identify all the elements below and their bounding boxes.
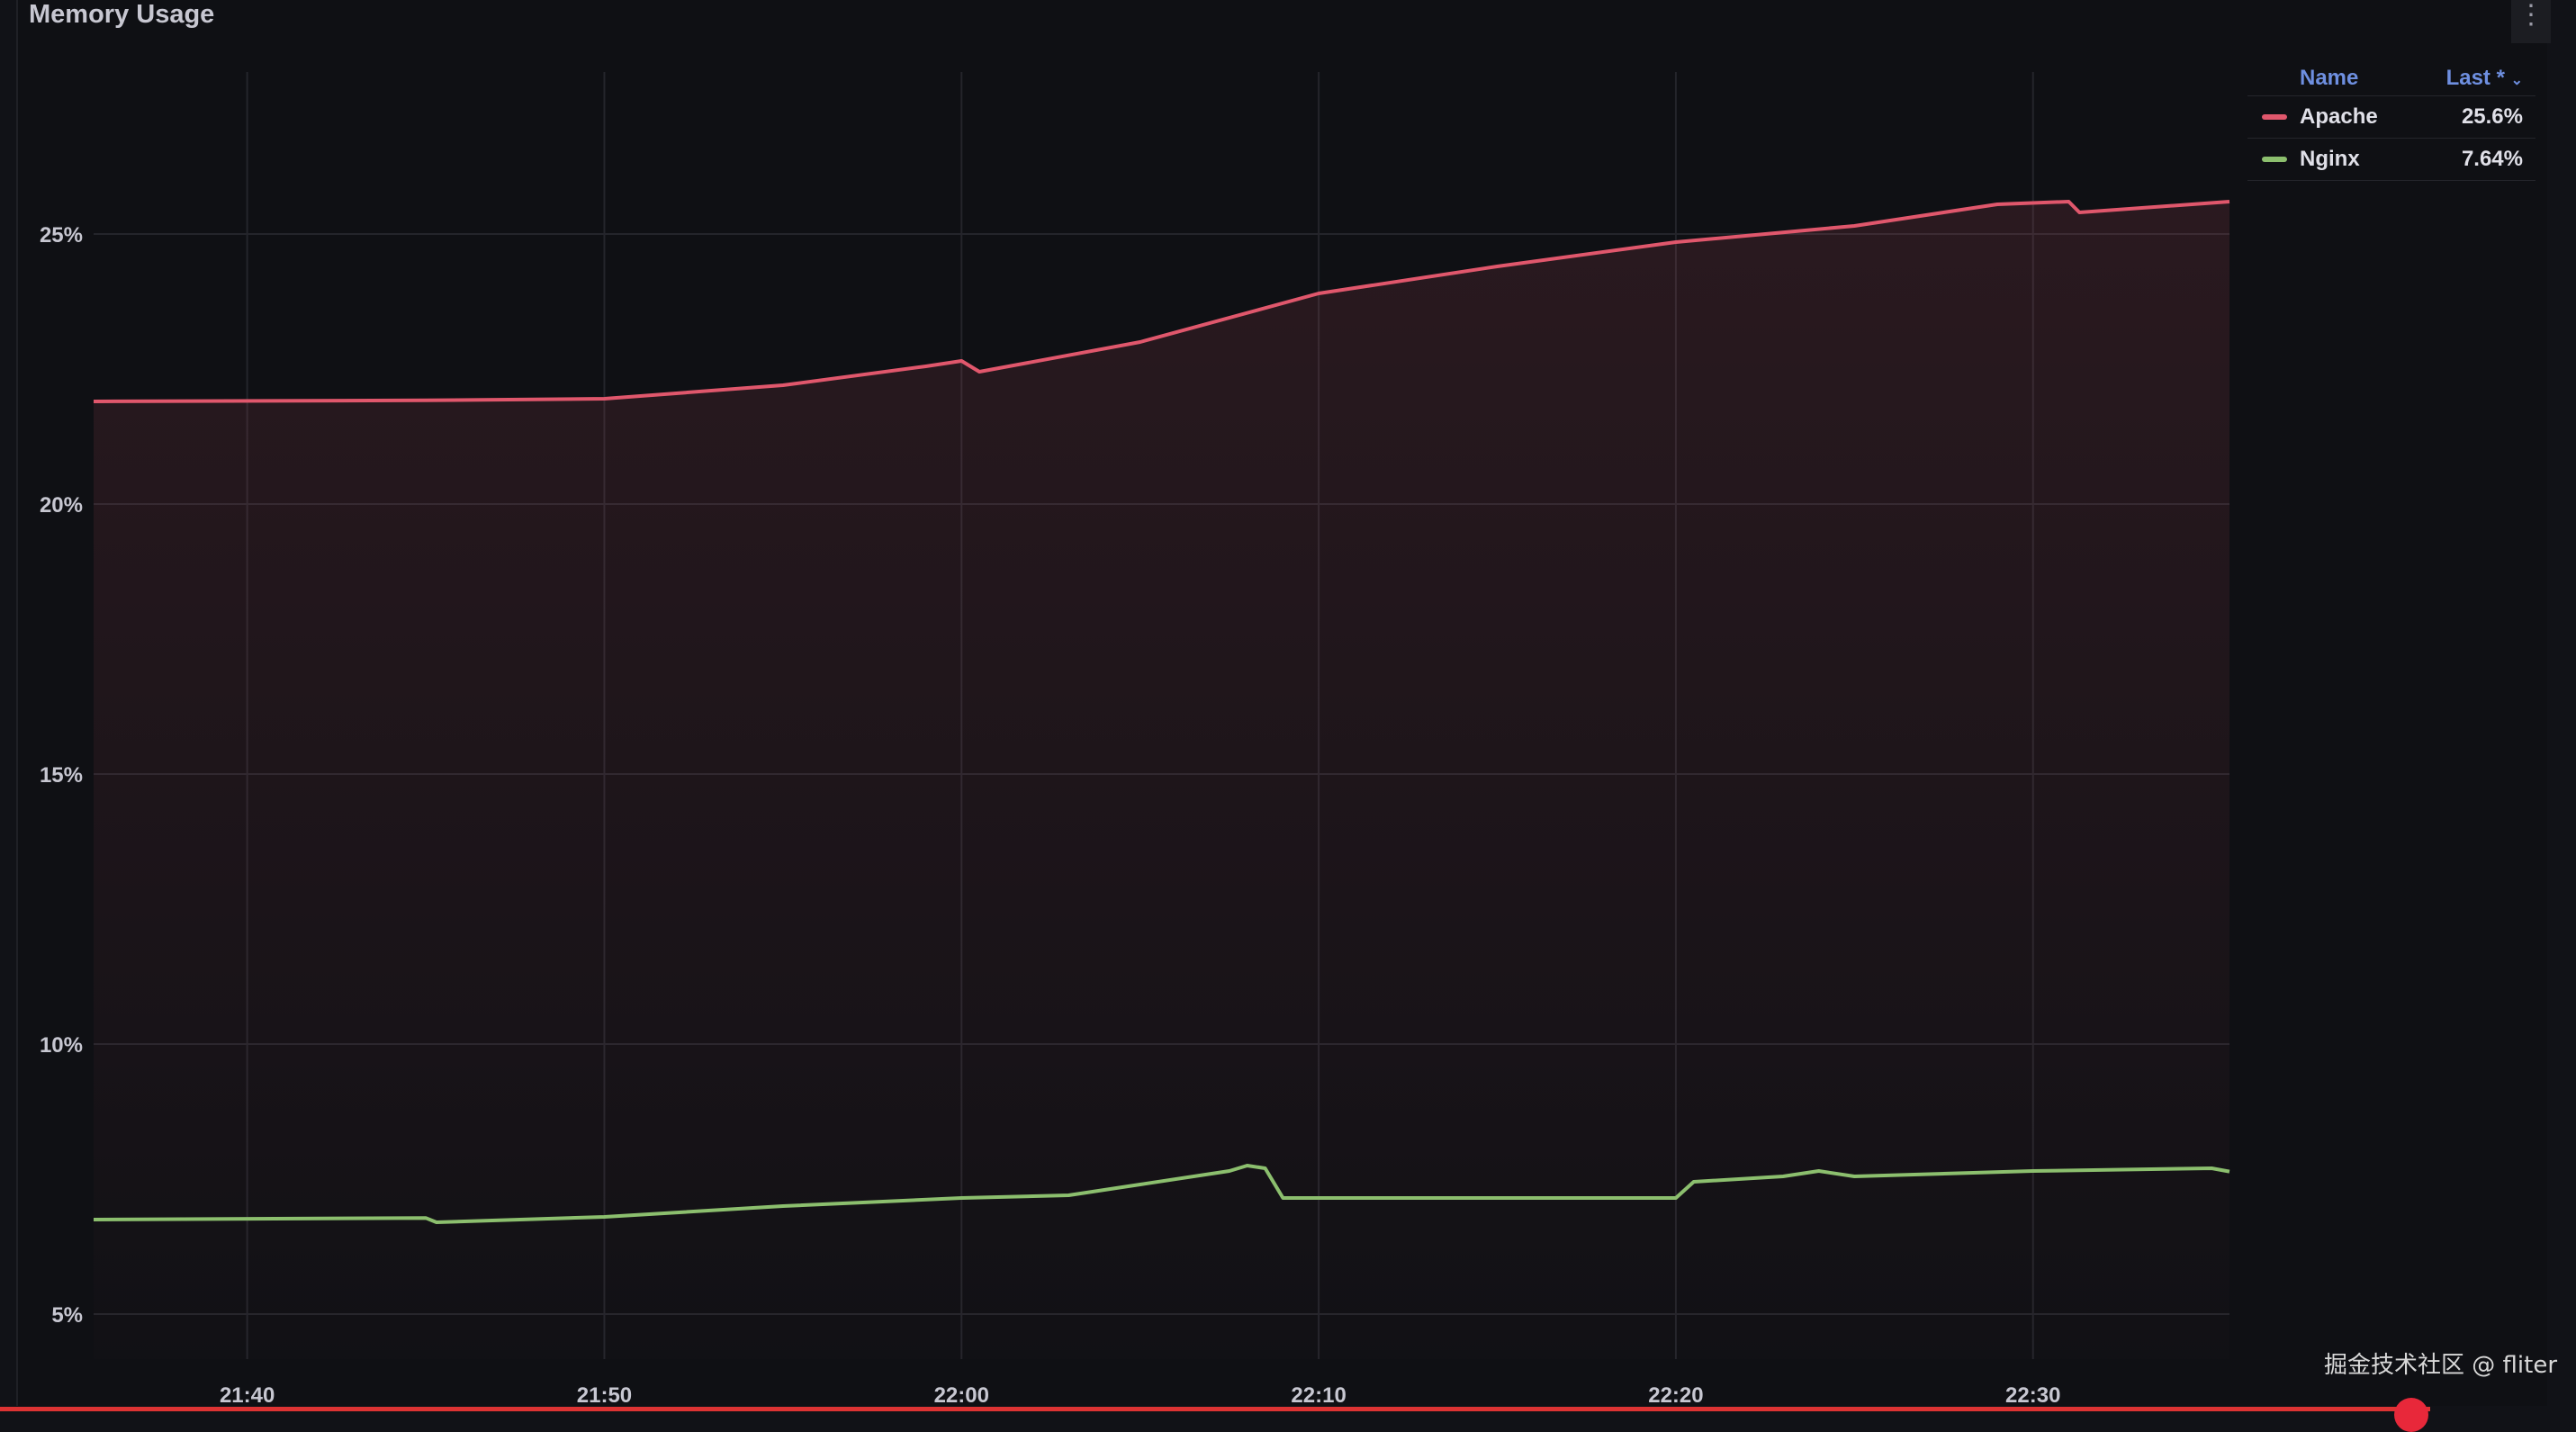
legend: Name Last * ⌄ Apache 25.6% Nginx 7.64% xyxy=(2247,61,2535,181)
y-tick-label: 20% xyxy=(40,493,83,518)
chevron-down-icon: ⌄ xyxy=(2510,73,2523,88)
legend-header-name[interactable]: Name xyxy=(2300,66,2359,90)
legend-item-last: 7.64% xyxy=(2461,147,2523,171)
apache-area xyxy=(94,202,2229,1359)
y-tick-label: 25% xyxy=(40,223,83,248)
x-tick-label: 22:30 xyxy=(2005,1383,2060,1408)
x-tick-label: 22:20 xyxy=(1648,1383,1703,1408)
legend-item-last: 25.6% xyxy=(2461,104,2523,129)
video-progress-handle[interactable] xyxy=(2394,1398,2428,1432)
apache-color-swatch xyxy=(2262,114,2287,120)
legend-item-name: Apache xyxy=(2300,104,2378,129)
watermark: 掘金技术社区 @ fliter xyxy=(2324,1352,2558,1379)
nginx-line xyxy=(93,1164,2230,1224)
panel-title: Memory Usage xyxy=(29,0,215,29)
y-tick-label: 15% xyxy=(40,763,83,788)
x-tick-label: 21:50 xyxy=(577,1383,632,1408)
kebab-menu-icon[interactable]: ⋮ xyxy=(2511,0,2551,43)
legend-item-name: Nginx xyxy=(2300,147,2360,171)
legend-header: Name Last * ⌄ xyxy=(2247,61,2535,96)
nginx-color-swatch xyxy=(2262,157,2287,162)
legend-item-apache[interactable]: Apache 25.6% xyxy=(2247,96,2535,139)
y-tick-label: 5% xyxy=(51,1303,83,1328)
apache-line xyxy=(93,200,2230,403)
legend-item-nginx[interactable]: Nginx 7.64% xyxy=(2247,139,2535,181)
x-tick-label: 21:40 xyxy=(220,1383,275,1408)
legend-header-last[interactable]: Last * ⌄ xyxy=(2415,66,2535,91)
legend-header-last-label: Last * xyxy=(2445,66,2505,90)
x-tick-label: 22:10 xyxy=(1291,1383,1346,1408)
y-tick-label: 10% xyxy=(40,1033,83,1058)
video-progress-bar[interactable] xyxy=(0,1407,2430,1411)
x-tick-label: 22:00 xyxy=(934,1383,989,1408)
